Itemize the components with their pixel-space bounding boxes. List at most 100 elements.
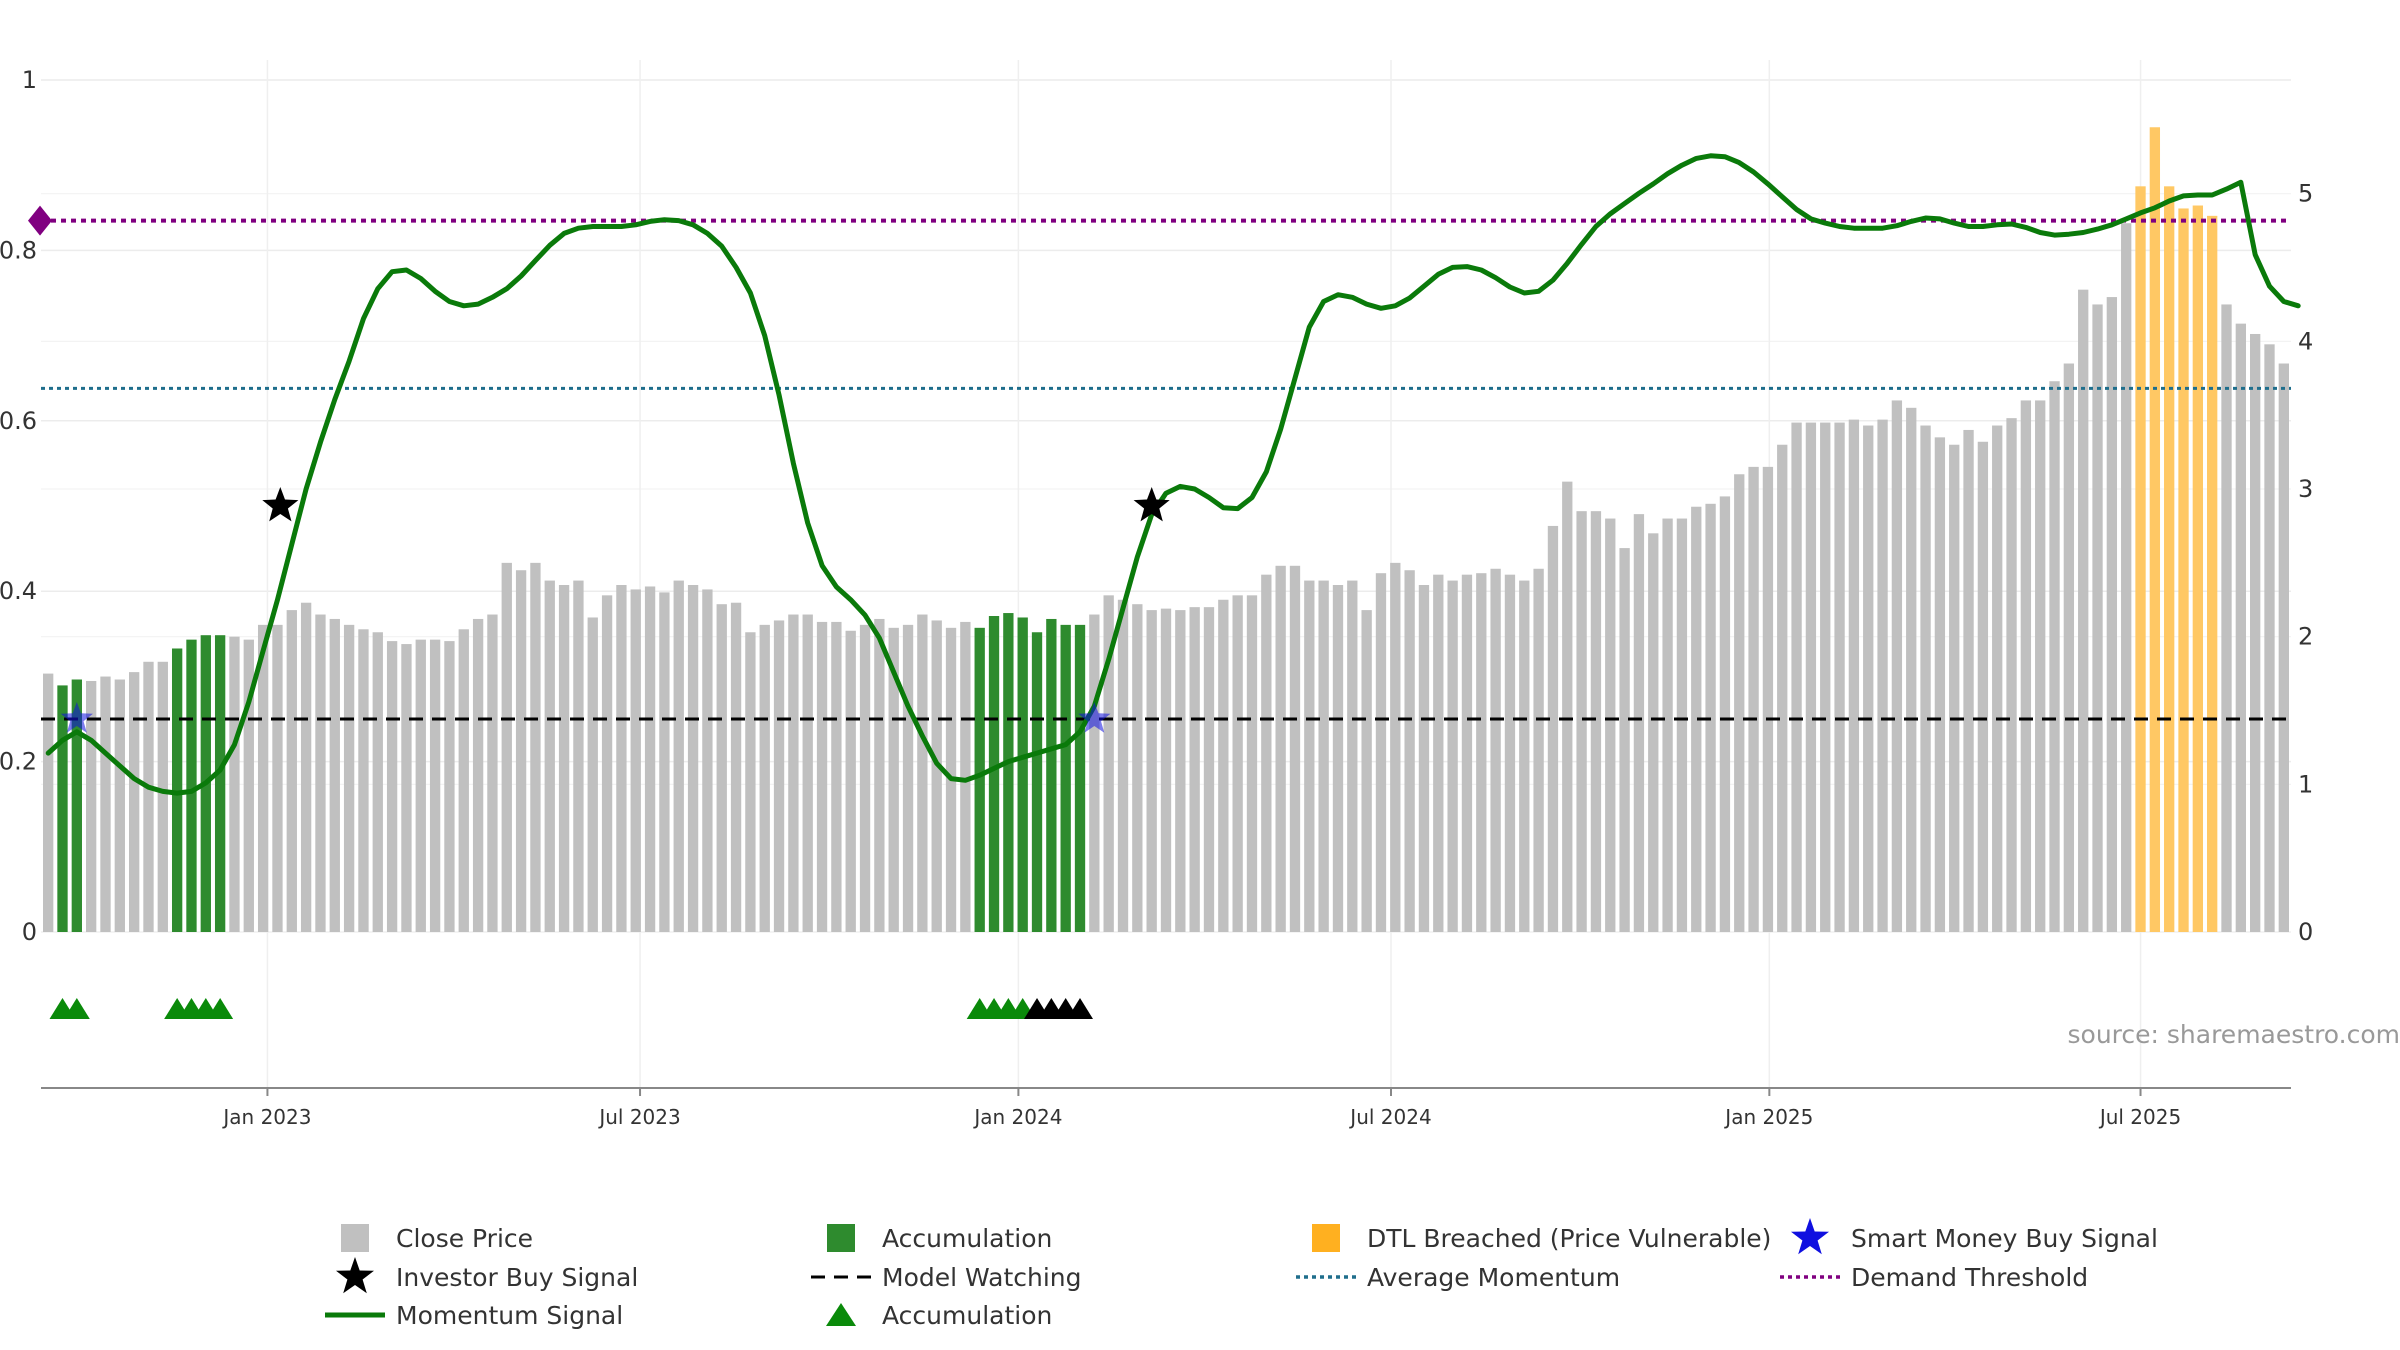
price-bar	[2063, 363, 2075, 932]
price-bar	[1218, 599, 1229, 932]
price-bar	[1977, 441, 1989, 932]
dtl-bar	[2149, 127, 2161, 933]
price-bar	[1246, 595, 1258, 932]
price-bar	[1676, 518, 1688, 932]
price-bar	[816, 621, 828, 932]
price-bar	[1332, 584, 1344, 932]
price-bar	[1547, 525, 1559, 932]
price-bar	[687, 584, 699, 932]
price-bar	[773, 620, 785, 932]
price-bar	[630, 589, 641, 932]
legend-label: Close Price	[396, 1224, 533, 1253]
price-bar	[272, 624, 283, 932]
price-bar	[1834, 422, 1845, 932]
right-tick-label: 2	[2298, 623, 2313, 651]
legend-square-icon	[827, 1224, 855, 1252]
price-bar	[1361, 610, 1372, 932]
price-bar	[716, 604, 727, 932]
price-bar	[114, 679, 125, 932]
price-bar	[386, 641, 398, 932]
price-bar	[1275, 565, 1286, 932]
price-bar	[530, 562, 541, 932]
price-bar	[917, 614, 928, 932]
price-bar	[902, 624, 914, 932]
investor-buy-star	[1133, 487, 1170, 522]
price-bar	[1232, 595, 1243, 932]
x-tick-label: Jan 2023	[221, 1105, 311, 1129]
price-bar	[558, 584, 570, 932]
price-bar	[1605, 518, 1616, 932]
legend: Close Price Accumulation DTL Breached (Pri…	[325, 1218, 2158, 1330]
price-bar	[759, 624, 770, 932]
momentum-signal	[45, 153, 2301, 796]
accumulation-bar	[1046, 618, 1057, 932]
price-bar	[931, 620, 942, 932]
price-bar	[659, 592, 670, 932]
price-bar	[1189, 607, 1200, 932]
right-tick-label: 5	[2298, 180, 2313, 208]
price-bar	[458, 629, 469, 932]
price-bar	[343, 624, 355, 932]
price-bar	[429, 639, 441, 932]
price-bar	[1934, 437, 1946, 932]
price-bar	[1117, 599, 1129, 932]
price-bar	[1562, 481, 1573, 932]
right-tick-label: 0	[2298, 918, 2313, 946]
price-bar	[1418, 584, 1430, 932]
price-bar	[1304, 580, 1315, 932]
right-tick-label: 3	[2298, 475, 2313, 503]
accumulation-bar	[1060, 624, 1071, 932]
momentum-line	[45, 153, 2301, 796]
price-bar	[1906, 407, 1917, 932]
legend-label: Accumulation	[882, 1301, 1052, 1330]
left-tick-label: 0	[22, 918, 37, 946]
dtl-bar	[2207, 215, 2218, 933]
price-bar	[702, 589, 713, 932]
accumulation-bar	[988, 616, 1000, 932]
price-bar	[1734, 474, 1745, 932]
price-bar	[1992, 425, 2003, 932]
price-bar	[1504, 574, 1516, 932]
price-bar	[86, 680, 97, 932]
price-bar	[1160, 608, 1172, 932]
left-tick-label: 0.2	[0, 748, 37, 776]
price-bar	[1203, 607, 1215, 932]
price-bar	[831, 621, 842, 932]
price-bars	[43, 127, 2289, 933]
price-bar	[1261, 574, 1272, 932]
price-bar	[358, 629, 369, 932]
price-bar	[43, 673, 54, 932]
price-bar	[1777, 444, 1788, 932]
x-tick-label: Jan 2024	[972, 1105, 1062, 1129]
price-bar	[1963, 429, 1974, 932]
legend-label: Demand Threshold	[1851, 1263, 2088, 1292]
price-bar	[300, 602, 312, 932]
dtl-bar	[2192, 205, 2204, 933]
left-tick-label: 0.6	[0, 407, 37, 435]
price-bar	[1805, 422, 1817, 932]
price-bar	[673, 580, 684, 932]
price-bar	[1289, 565, 1301, 932]
price-bar	[2250, 333, 2261, 933]
price-bar	[329, 618, 340, 932]
price-bar	[1590, 511, 1602, 932]
legend-label: Momentum Signal	[396, 1301, 623, 1330]
price-bar	[616, 584, 627, 932]
legend-square-icon	[341, 1224, 369, 1252]
price-bar	[1648, 533, 1659, 932]
price-bar	[515, 570, 527, 932]
dtl-bar	[2164, 186, 2175, 932]
legend-label: Average Momentum	[1367, 1263, 1620, 1292]
price-bar	[960, 621, 971, 932]
price-bar	[1461, 574, 1473, 932]
left-tick-label: 0.8	[0, 236, 37, 264]
price-bar	[888, 627, 899, 932]
price-bar	[415, 639, 426, 932]
price-bar	[501, 562, 512, 932]
price-bar	[2106, 297, 2118, 932]
price-bar	[257, 624, 269, 932]
price-bar	[1447, 580, 1458, 932]
price-bar	[1891, 400, 1903, 933]
accumulation-bar	[1031, 632, 1043, 932]
